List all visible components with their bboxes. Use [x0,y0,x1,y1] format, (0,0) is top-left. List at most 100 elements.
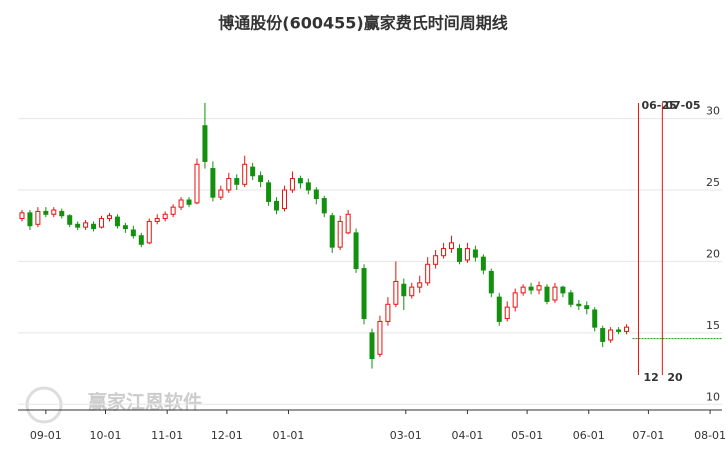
candle-body [234,178,240,185]
candle-body [337,220,343,248]
candle-body [170,206,176,215]
candle-body [385,303,391,322]
x-tick-label: 03-01 [390,429,422,442]
candle-body [472,249,478,258]
x-tick-label: 10-01 [90,429,122,442]
candle-body [59,210,65,217]
candle-body [425,263,431,284]
candle-body [297,178,303,184]
candle-body [75,223,81,228]
candle-body [35,210,41,225]
candle-body [449,242,455,250]
candle-body [536,285,542,291]
candle-body [456,248,462,262]
candle-body [576,303,582,307]
y-tick-label: 20 [706,247,720,260]
candle-body [608,329,614,341]
x-tick-label: 04-01 [451,429,483,442]
candle-body [600,328,606,342]
candle-body [313,189,319,200]
candle-body [91,223,97,230]
candle-body [194,163,200,204]
x-tick-label: 11-01 [151,429,183,442]
candle-body [552,286,558,301]
candle-body [202,125,208,162]
candle-body [393,280,399,305]
candle-body [27,212,33,227]
candle-body [512,292,518,308]
candle-body [616,329,622,332]
candle-body [281,189,287,210]
candle-body [353,232,359,270]
x-tick-label: 07-01 [632,429,664,442]
candle-body [624,326,630,332]
candle-body [496,296,502,322]
cycle-date: 07-05 [665,99,700,112]
candle-body [138,235,144,245]
candle-body [520,286,526,294]
candle-body [488,270,494,294]
candle-body [528,286,534,291]
watermark: 赢家江恩软件 [88,391,202,414]
x-tick-label: 05-01 [511,429,543,442]
candle-body [19,212,25,220]
candle-body [146,220,152,244]
y-tick-label: 30 [706,105,720,118]
candle-body [67,215,73,225]
x-tick-label: 12-01 [211,429,243,442]
candle-body [130,229,136,237]
candle-body [226,178,232,191]
candle-body [441,248,447,257]
candle-body [361,268,367,320]
candle-body [266,182,272,202]
x-tick-label: 06-01 [573,429,605,442]
candle-body [162,213,168,220]
candle-body [83,222,89,228]
candle-body [592,309,598,328]
candle-body [480,256,486,271]
candle-body [464,248,470,261]
candle-body [369,332,375,360]
candle-body [218,189,224,198]
cycle-date: 06-25 [641,99,676,112]
cycle-count: 20 [667,371,683,384]
chart-title: 博通股份(600455)赢家费氏时间周期线 [218,14,507,33]
cycle-count: 12 [643,371,658,384]
candle-body [504,306,510,320]
y-tick-label: 10 [706,390,720,403]
candle-body [114,216,120,227]
candle-body [106,215,112,220]
x-tick-label: 01-01 [272,429,304,442]
candle-body [99,218,105,228]
candle-body [289,178,295,191]
watermark-logo [25,386,63,424]
candle-body [178,199,184,208]
candle-body [154,218,160,222]
y-tick-label: 15 [706,319,720,332]
candle-body [186,199,192,205]
x-tick-label: 08-01 [694,429,726,442]
candle-body [417,282,423,288]
candle-body [584,305,590,310]
candle-body [401,283,407,297]
candle-body [568,292,574,305]
candle-body [409,286,415,297]
x-tick-label: 09-01 [30,429,62,442]
candle-body [258,175,264,182]
candle-body [377,320,383,355]
candle-body [274,200,280,211]
y-tick-label: 25 [706,176,720,189]
candle-body [433,255,439,265]
candle-body [242,163,248,185]
candle-body [560,286,566,294]
candle-body [321,198,327,214]
candle-body [345,213,351,234]
candle-body [122,225,128,230]
candle-body [43,210,49,215]
candle-body [51,209,57,215]
candle-body [544,286,550,302]
candle-body [250,166,256,177]
candle-body [210,168,216,198]
candle-body [329,215,335,248]
